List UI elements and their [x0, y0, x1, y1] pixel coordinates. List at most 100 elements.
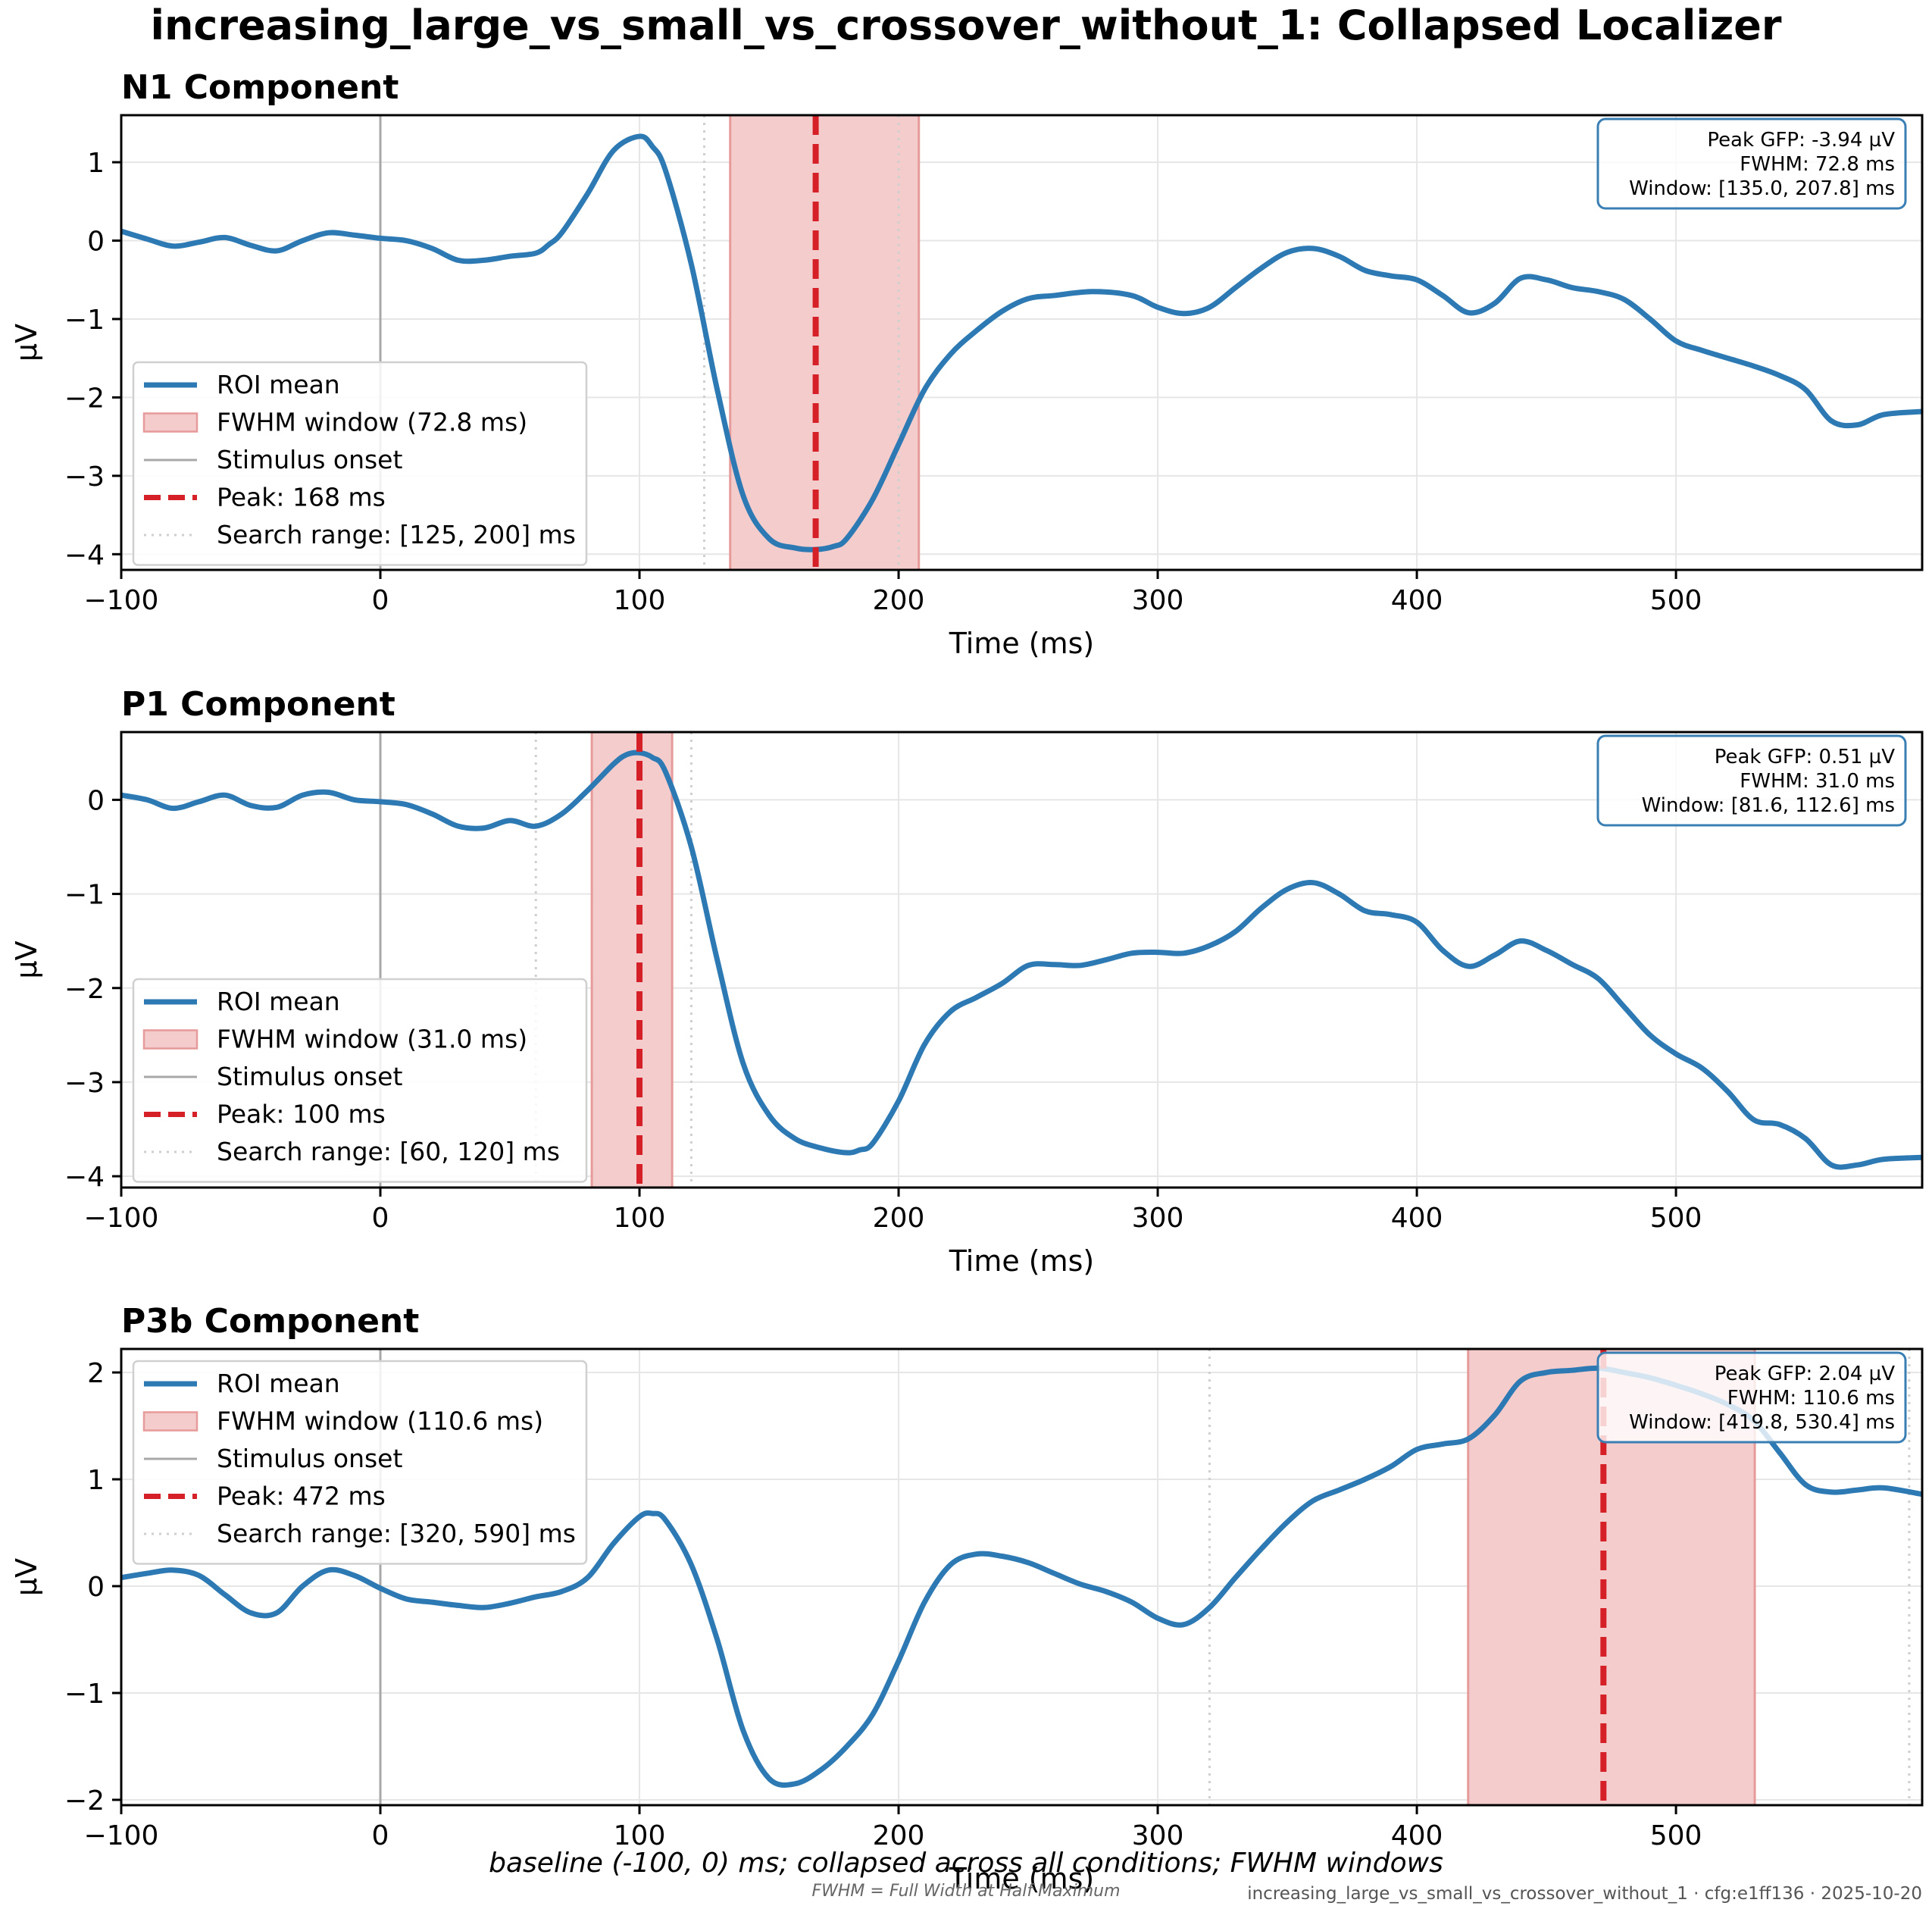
x-tick-label: 500 — [1650, 1820, 1702, 1851]
info-box-line: Peak GFP: -3.94 µV — [1707, 129, 1895, 152]
axes-frame — [120, 1347, 1924, 1807]
legend-swatch-fwhm — [142, 412, 199, 433]
x-axis-label: Time (ms) — [949, 1862, 1095, 1895]
y-axis-label: µV — [10, 940, 43, 978]
x-tick-label: 200 — [873, 1820, 925, 1851]
y-tick-label: −1 — [64, 305, 105, 336]
legend-label: ROI mean — [217, 987, 340, 1016]
y-tick-label: 0 — [87, 785, 105, 816]
y-tick-label: 0 — [87, 227, 105, 258]
fwhm-window-band — [590, 732, 674, 1188]
roi-mean-line — [121, 750, 1922, 1170]
y-tick-label: 1 — [87, 1465, 105, 1496]
legend: ROI mean FWHM window (31.0 ms) Stimulus on… — [132, 978, 588, 1183]
info-box-line: FWHM: 72.8 ms — [1740, 153, 1895, 176]
legend-box — [132, 1360, 588, 1565]
legend-label: Stimulus onset — [217, 445, 402, 474]
y-tick-label: 2 — [87, 1358, 105, 1389]
info-box-line: Window: [135.0, 207.8] ms — [1629, 177, 1895, 200]
y-tick-label: −2 — [64, 383, 105, 414]
plot-area — [121, 115, 1922, 570]
x-tick-label: 300 — [1132, 1203, 1184, 1234]
x-tick-label: −100 — [84, 1820, 159, 1851]
footer-note: FWHM = Full Width at Half Maximum — [811, 1882, 1120, 1901]
y-tick-label: −4 — [64, 1162, 105, 1193]
x-tick-label: 100 — [614, 585, 666, 616]
legend-label: FWHM window (31.0 ms) — [217, 1025, 527, 1054]
x-axis-label: Time (ms) — [949, 627, 1095, 660]
y-tick-label: −2 — [64, 1785, 105, 1817]
x-axis-label: Time (ms) — [949, 1244, 1095, 1278]
y-tick-label: 0 — [87, 1572, 105, 1603]
info-box-line: Peak GFP: 0.51 µV — [1715, 746, 1896, 768]
x-tick-label: −100 — [84, 585, 159, 616]
axes-frame — [120, 731, 1924, 1189]
x-tick-label: 200 — [873, 1203, 925, 1234]
y-tick-label: 1 — [87, 148, 105, 179]
info-box-frame — [1596, 117, 1907, 210]
x-tick-label: 300 — [1132, 1820, 1184, 1851]
legend: ROI mean FWHM window (72.8 ms) Stimulus on… — [132, 361, 588, 566]
chart-panels: N1 Component−100 0 100 200 300 400 50010−1−2−3… — [10, 68, 1924, 1895]
legend-label: Search range: [125, 200] ms — [217, 520, 576, 549]
x-tick-label: 400 — [1391, 1820, 1443, 1851]
legend-box — [132, 361, 588, 566]
footer-stamp: increasing_large_vs_small_vs_crossover_w… — [1247, 1884, 1922, 1904]
info-box-frame — [1596, 1351, 1907, 1444]
legend-label: Stimulus onset — [217, 1444, 402, 1473]
x-tick-label: 400 — [1391, 585, 1443, 616]
info-box-line: Window: [81.6, 112.6] ms — [1642, 794, 1895, 817]
x-tick-label: 100 — [614, 1203, 666, 1234]
legend-label: Peak: 100 ms — [217, 1100, 386, 1129]
x-tick-label: 300 — [1132, 585, 1184, 616]
axes-frame — [120, 114, 1924, 571]
legend-box — [132, 978, 588, 1183]
legend-label: Peak: 168 ms — [217, 483, 386, 512]
y-tick-label: −1 — [64, 1679, 105, 1710]
x-tick-label: 0 — [372, 585, 389, 616]
legend-label: FWHM window (110.6 ms) — [217, 1407, 543, 1436]
x-tick-label: 500 — [1650, 1203, 1702, 1234]
x-tick-label: −100 — [84, 1203, 159, 1234]
y-tick-label: −1 — [64, 880, 105, 911]
legend-label: ROI mean — [217, 1369, 340, 1398]
y-axis-label: µV — [10, 1558, 43, 1596]
x-tick-label: 0 — [372, 1203, 389, 1234]
info-box-line: Peak GFP: 2.04 µV — [1715, 1363, 1896, 1385]
info-box-line: FWHM: 31.0 ms — [1740, 770, 1895, 793]
y-tick-label: −4 — [64, 540, 105, 571]
panel-title: P1 Component — [121, 685, 395, 724]
roi-mean-line — [121, 133, 1922, 552]
fwhm-window-band — [729, 115, 921, 570]
x-tick-label: 0 — [372, 1820, 389, 1851]
footer-caption: baseline (-100, 0) ms; collapsed across … — [489, 1848, 1443, 1879]
legend-label: ROI mean — [217, 370, 340, 399]
legend-label: Search range: [320, 590] ms — [217, 1519, 576, 1548]
info-box-line: Window: [419.8, 530.4] ms — [1629, 1411, 1895, 1434]
y-tick-label: −2 — [64, 974, 105, 1005]
panel-title: N1 Component — [121, 68, 399, 107]
plot-area — [121, 732, 1922, 1188]
figure-title: increasing_large_vs_small_vs_crossover_w… — [150, 2, 1781, 49]
panel-title: P3b Component — [121, 1302, 419, 1341]
y-tick-label: −3 — [64, 1068, 105, 1099]
y-tick-label: −3 — [64, 462, 105, 493]
info-box-frame — [1596, 734, 1907, 827]
x-tick-label: 500 — [1650, 585, 1702, 616]
y-axis-label: µV — [10, 324, 43, 361]
legend-label: FWHM window (72.8 ms) — [217, 408, 527, 437]
legend-swatch-fwhm — [142, 1029, 199, 1050]
legend-label: Search range: [60, 120] ms — [217, 1137, 560, 1166]
chart-panel-0: N1 Component −100 0 100 200 300 400 500 1 0 −1 −2 −3… — [10, 68, 1924, 660]
chart-panel-2: P3b Component −100 0 100 200 300 400 500 2 1 0 −1 −2… — [10, 1302, 1924, 1895]
info-box-line: FWHM: 110.6 ms — [1727, 1387, 1895, 1410]
legend: ROI mean FWHM window (110.6 ms) Stimulus o… — [132, 1360, 588, 1565]
legend-label: Stimulus onset — [217, 1062, 402, 1091]
x-tick-label: 200 — [873, 585, 925, 616]
legend-swatch-fwhm — [142, 1411, 199, 1432]
x-tick-label: 400 — [1391, 1203, 1443, 1234]
